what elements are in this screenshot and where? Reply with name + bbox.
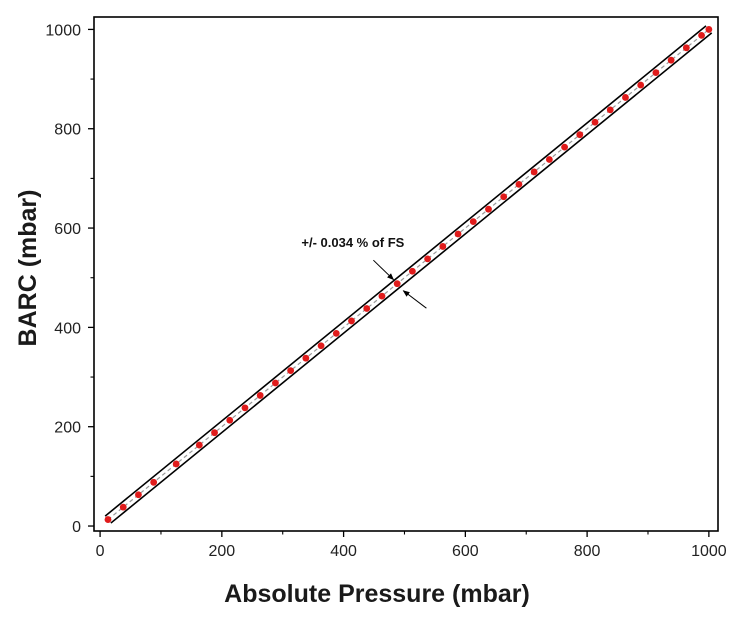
data-point (317, 342, 325, 350)
data-point (256, 392, 264, 399)
data-point (561, 143, 568, 151)
band-lower-line (104, 25, 707, 517)
data-point (682, 44, 690, 52)
annotation-text: +/- 0.034 % of FS (301, 235, 404, 250)
data-point (211, 429, 218, 437)
data-point (424, 255, 432, 263)
y-tick-label-400: 400 (54, 320, 81, 337)
data-point (454, 230, 462, 238)
y-tick-label-600: 600 (54, 221, 81, 238)
y-axis-title: BARC (mbar) (14, 190, 42, 347)
x-tick-label-600: 600 (452, 543, 479, 560)
data-point (667, 56, 675, 64)
data-point (439, 243, 447, 250)
data-point (500, 193, 508, 201)
data-point (622, 94, 629, 101)
band-upper-line (110, 32, 713, 524)
data-point (515, 180, 523, 188)
x-tick-label-400: 400 (330, 543, 357, 560)
data-point (469, 218, 477, 226)
data-point (104, 516, 112, 523)
y-tick-label-0: 0 (72, 519, 81, 536)
data-point (348, 317, 355, 325)
x-axis-title: Absolute Pressure (mbar) (224, 580, 530, 608)
data-point (272, 379, 279, 387)
data-point (119, 503, 127, 511)
y-tick-label-200: 200 (54, 420, 81, 437)
y-tick-label-800: 800 (54, 122, 81, 139)
plot-frame (93, 16, 719, 532)
data-point (698, 31, 705, 39)
data-point (576, 131, 584, 139)
x-tick-label-800: 800 (574, 543, 601, 560)
data-point (302, 354, 310, 362)
data-point (637, 81, 645, 89)
annotation-arrow-lower (402, 290, 427, 309)
data-point (135, 491, 142, 499)
data-point (378, 292, 386, 300)
data-point (485, 205, 492, 213)
data-point (408, 267, 416, 275)
data-point (591, 118, 599, 126)
data-point (172, 460, 180, 468)
y-tick-label-1000: 1000 (45, 22, 81, 39)
x-tick-label-0: 0 (96, 543, 105, 560)
data-point (652, 69, 660, 77)
data-point (150, 478, 158, 486)
data-point (705, 26, 713, 33)
data-point (530, 168, 538, 176)
x-tick-label-200: 200 (208, 543, 235, 560)
data-point (332, 329, 340, 337)
x-tick-label-1000: 1000 (691, 543, 727, 560)
data-point (226, 416, 234, 424)
data-point (195, 441, 203, 449)
data-point (393, 280, 401, 288)
data-point (545, 156, 553, 163)
data-point (363, 305, 371, 312)
data-point (606, 106, 614, 114)
data-point (287, 367, 295, 374)
annotation-arrow-upper (373, 259, 395, 281)
data-point (241, 404, 249, 412)
